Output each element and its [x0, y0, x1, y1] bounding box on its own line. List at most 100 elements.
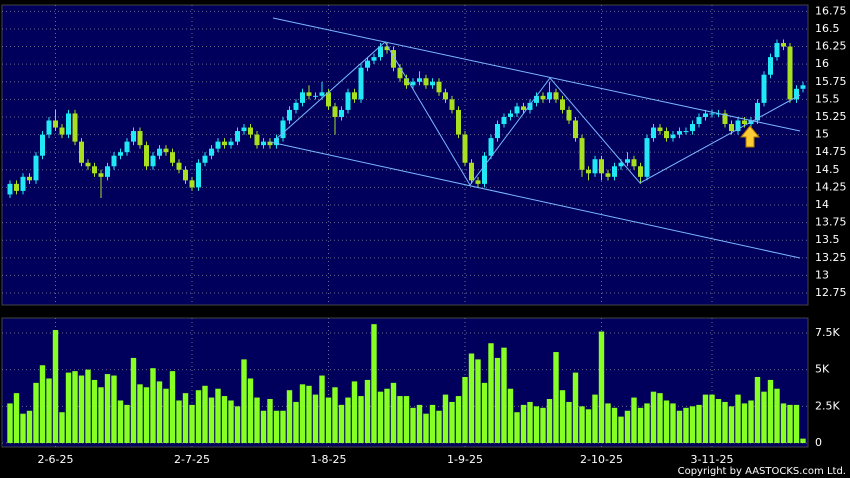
volume-bar — [182, 393, 189, 444]
candle-body — [124, 141, 130, 153]
candle-body — [352, 92, 357, 100]
volume-bar — [7, 403, 13, 444]
candle-body — [313, 95, 318, 97]
candle-body — [768, 57, 773, 75]
arrow-icon — [739, 125, 761, 148]
candle-body — [183, 169, 188, 181]
candle-body — [53, 120, 58, 128]
volume-bar — [332, 387, 338, 444]
zigzag — [274, 41, 801, 186]
volume-bar — [85, 369, 91, 444]
candle-body — [371, 57, 377, 61]
candle-body — [586, 169, 591, 174]
y-tick-label: 12.75 — [815, 286, 847, 299]
volume-bar — [631, 397, 637, 444]
candle-body — [209, 148, 214, 156]
candle-body — [742, 120, 747, 125]
candle-body — [280, 120, 286, 139]
volume-bar — [436, 410, 442, 444]
volume-bar — [423, 413, 429, 444]
volume-bar — [611, 407, 618, 444]
volume-bar — [748, 400, 754, 444]
volume-bar — [312, 394, 319, 444]
volume-bar — [624, 410, 631, 444]
x-tick-label: 2-10-25 — [580, 453, 623, 466]
volume-bar — [657, 393, 663, 444]
volume-bar — [618, 416, 624, 444]
volume-bar — [150, 368, 156, 444]
candle-body — [332, 106, 338, 117]
volume-bar — [143, 387, 150, 444]
candle-body — [612, 166, 617, 177]
y-tick-label: 14.75 — [815, 145, 847, 158]
candle-body — [794, 88, 799, 100]
candle-body — [703, 113, 708, 117]
volume-bar — [735, 394, 741, 444]
volume-bar — [364, 379, 371, 444]
volume-bar — [13, 393, 20, 444]
candle-body — [651, 127, 656, 139]
volume-bar — [793, 404, 800, 444]
volume-bar — [572, 372, 579, 444]
volume-bar — [267, 399, 273, 444]
volume-bar — [715, 399, 722, 444]
candle-body — [482, 155, 487, 184]
volume-bar — [754, 376, 761, 444]
candle-body — [560, 99, 565, 110]
candle-body — [79, 141, 84, 163]
volume-tick-label: 0 — [815, 436, 822, 449]
candle-body — [508, 113, 513, 117]
candle-body — [423, 78, 429, 86]
x-tick-label: 3-11-25 — [691, 453, 734, 466]
volume-bar — [637, 407, 644, 444]
candle-body — [521, 106, 526, 110]
candle-body — [150, 155, 156, 167]
candle-body — [33, 155, 39, 181]
candle-body — [105, 166, 110, 177]
volume-bar — [501, 347, 507, 444]
volume-bar — [689, 406, 696, 444]
candle-body — [163, 148, 169, 153]
candle-body — [462, 134, 468, 163]
candle-body — [683, 131, 689, 133]
volume-bar — [676, 410, 683, 444]
volume-bar — [358, 396, 364, 444]
volume-bar — [221, 396, 228, 444]
marks — [7, 39, 806, 444]
volume-bar — [767, 379, 774, 444]
volume-bar — [39, 365, 46, 444]
candle-body — [196, 162, 201, 188]
copyright: Copyright by AASTOCKS.com Ltd. — [678, 466, 846, 477]
candle-body — [527, 102, 533, 110]
volume-bar — [46, 378, 52, 444]
candle-body — [137, 131, 143, 146]
volume-bar — [293, 401, 299, 444]
candle-body — [722, 113, 728, 125]
price-panel — [1, 4, 809, 306]
candle-body — [755, 102, 760, 121]
candle-body — [384, 46, 390, 51]
volume-bar — [540, 407, 546, 444]
candle-body — [27, 176, 32, 181]
y-tick-label: 16.75 — [815, 4, 847, 17]
candle-body — [248, 127, 253, 135]
candle-body — [781, 43, 786, 47]
volume-bar — [670, 403, 676, 444]
volume-bar — [254, 397, 260, 444]
candle-body — [7, 183, 13, 195]
candle-body — [189, 180, 195, 188]
volume-bar — [72, 371, 78, 444]
volume-bar — [338, 404, 345, 444]
volume-bar — [26, 410, 33, 444]
candle-body — [787, 46, 793, 100]
candle-body — [644, 138, 650, 177]
volume-bar — [306, 385, 312, 444]
candle-body — [404, 78, 409, 86]
candle-body — [625, 159, 630, 163]
candle-body — [287, 109, 292, 121]
trend-lines — [269, 17, 801, 259]
candle-body — [14, 183, 19, 191]
candle-body — [92, 166, 97, 174]
volume-bar — [202, 385, 208, 444]
candle-body — [774, 43, 780, 58]
